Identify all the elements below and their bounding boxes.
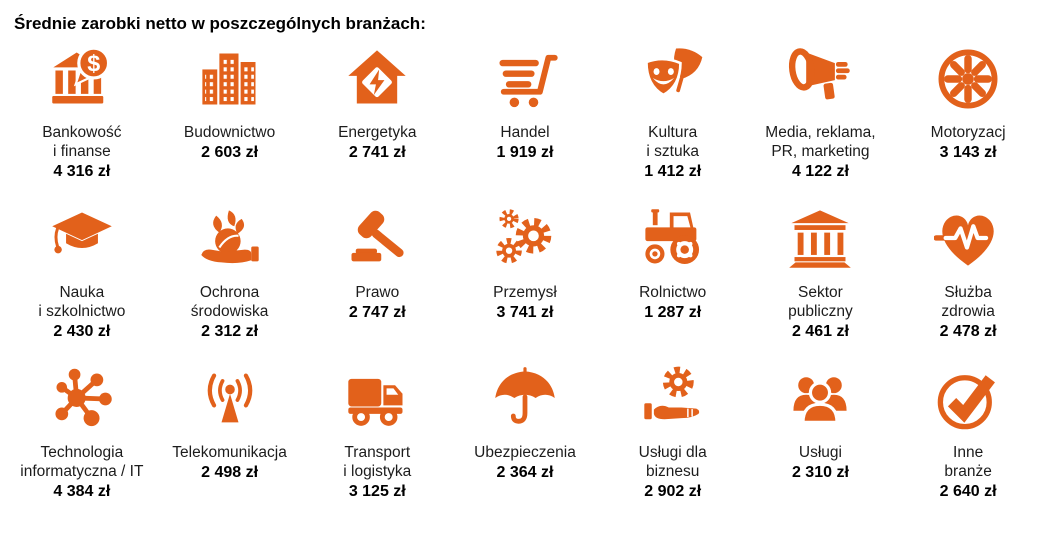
shopping-cart-icon [451,42,599,116]
industry-label: Usługi dla biznesu [638,444,707,480]
industry-label: Rolnictwo [639,284,707,301]
industry-value: 1 412 zł [644,163,702,180]
industry-label: Technologia informatyczna / IT [20,444,144,480]
industry-value: 2 461 zł [791,323,849,340]
network-icon [8,362,156,436]
hand-plant-icon [156,202,304,276]
industry-label: Przemysł [493,284,557,301]
industry-item-nauka: Nauka i szkolnictwo 2 430 zł [8,202,156,362]
industry-item-sektor-publiczny: Sektor publiczny 2 461 zł [747,202,895,362]
industry-item-handel: Handel 1 919 zł [451,42,599,202]
industry-item-it: Technologia informatyczna / IT 4 384 zł [8,362,156,522]
heart-pulse-icon [894,202,1042,276]
industry-grid: $ Bankowość i finanse 4 316 zł Budownict… [0,36,1042,522]
car-wheel-icon [894,42,1042,116]
industry-label: Energetyka [338,124,417,141]
svg-text:$: $ [87,51,100,77]
industry-item-media: Media, reklama, PR, marketing 4 122 zł [747,42,895,202]
bank-icon: $ [8,42,156,116]
graduation-cap-icon [8,202,156,276]
industry-value: 4 122 zł [791,163,849,180]
industry-value: 4 384 zł [53,483,111,500]
industry-value: 2 747 zł [348,304,406,321]
industry-item-uslugi: Usługi 2 310 zł [747,362,895,522]
industry-item-transport: Transport i logistyka 3 125 zł [303,362,451,522]
theater-masks-icon [599,42,747,116]
truck-icon [303,362,451,436]
industry-value: 4 316 zł [53,163,111,180]
industry-label: Ochrona środowiska [190,284,269,320]
page-title: Średnie zarobki netto w poszczególnych b… [14,14,426,33]
industry-item-kultura: Kultura i sztuka 1 412 zł [599,42,747,202]
industry-label: Nauka i szkolnictwo [38,284,126,320]
umbrella-icon [451,362,599,436]
gavel-icon [303,202,451,276]
industry-value: 2 310 zł [791,464,849,481]
buildings-icon [156,42,304,116]
gears-icon [451,202,599,276]
industry-label: Handel [500,124,550,141]
people-icon [747,362,895,436]
industry-item-inne: Inne branże 2 640 zł [894,362,1042,522]
industry-label: Służba zdrowia [941,284,995,320]
industry-item-przemysl: Przemysł 3 741 zł [451,202,599,362]
industry-value: 3 125 zł [348,483,406,500]
industry-label: Usługi [798,444,842,461]
industry-label: Budownictwo [183,124,276,141]
industry-label: Transport i logistyka [343,444,412,480]
industry-label: Sektor publiczny [788,284,853,320]
industry-item-prawo: Prawo 2 747 zł [303,202,451,362]
industry-value: 1 919 zł [496,144,554,161]
megaphone-icon [747,42,895,116]
industry-value: 2 640 zł [939,483,997,500]
industry-label: Kultura i sztuka [646,124,699,160]
industry-label: Telekomunikacja [172,444,287,461]
public-building-icon [747,202,895,276]
industry-label: Prawo [355,284,400,301]
industry-item-sluzba-zdrowia: Służba zdrowia 2 478 zł [894,202,1042,362]
industry-label: Motoryzacj [930,124,1006,141]
industry-item-bankowosc: $ Bankowość i finanse 4 316 zł [8,42,156,202]
industry-value: 2 498 zł [201,464,259,481]
industry-value: 2 430 zł [53,323,111,340]
industry-label: Inne branże [944,444,992,480]
industry-value: 2 312 zł [201,323,259,340]
industry-value: 2 603 zł [201,144,259,161]
industry-value: 2 741 zł [348,144,406,161]
industry-item-uslugi-biznes: Usługi dla biznesu 2 902 zł [599,362,747,522]
tractor-icon [599,202,747,276]
industry-value: 2 478 zł [939,323,997,340]
hand-gear-icon [599,362,747,436]
house-energy-icon [303,42,451,116]
check-circle-icon [894,362,1042,436]
industry-label: Bankowość i finanse [42,124,122,160]
industry-label: Media, reklama, PR, marketing [765,124,876,160]
industry-item-budownictwo: Budownictwo 2 603 zł [156,42,304,202]
industry-item-srodowisko: Ochrona środowiska 2 312 zł [156,202,304,362]
industry-item-rolnictwo: Rolnictwo 1 287 zł [599,202,747,362]
industry-item-energetyka: Energetyka 2 741 zł [303,42,451,202]
industry-value: 3 741 zł [496,304,554,321]
industry-label: Ubezpieczenia [474,444,576,461]
industry-value: 3 143 zł [939,144,997,161]
industry-item-motoryzacja: Motoryzacj 3 143 zł [894,42,1042,202]
industry-item-telekomunikacja: Telekomunikacja 2 498 zł [156,362,304,522]
antenna-icon [156,362,304,436]
industry-value: 2 902 zł [644,483,702,500]
industry-value: 2 364 zł [496,464,554,481]
industry-value: 1 287 zł [644,304,702,321]
industry-item-ubezpieczenia: Ubezpieczenia 2 364 zł [451,362,599,522]
